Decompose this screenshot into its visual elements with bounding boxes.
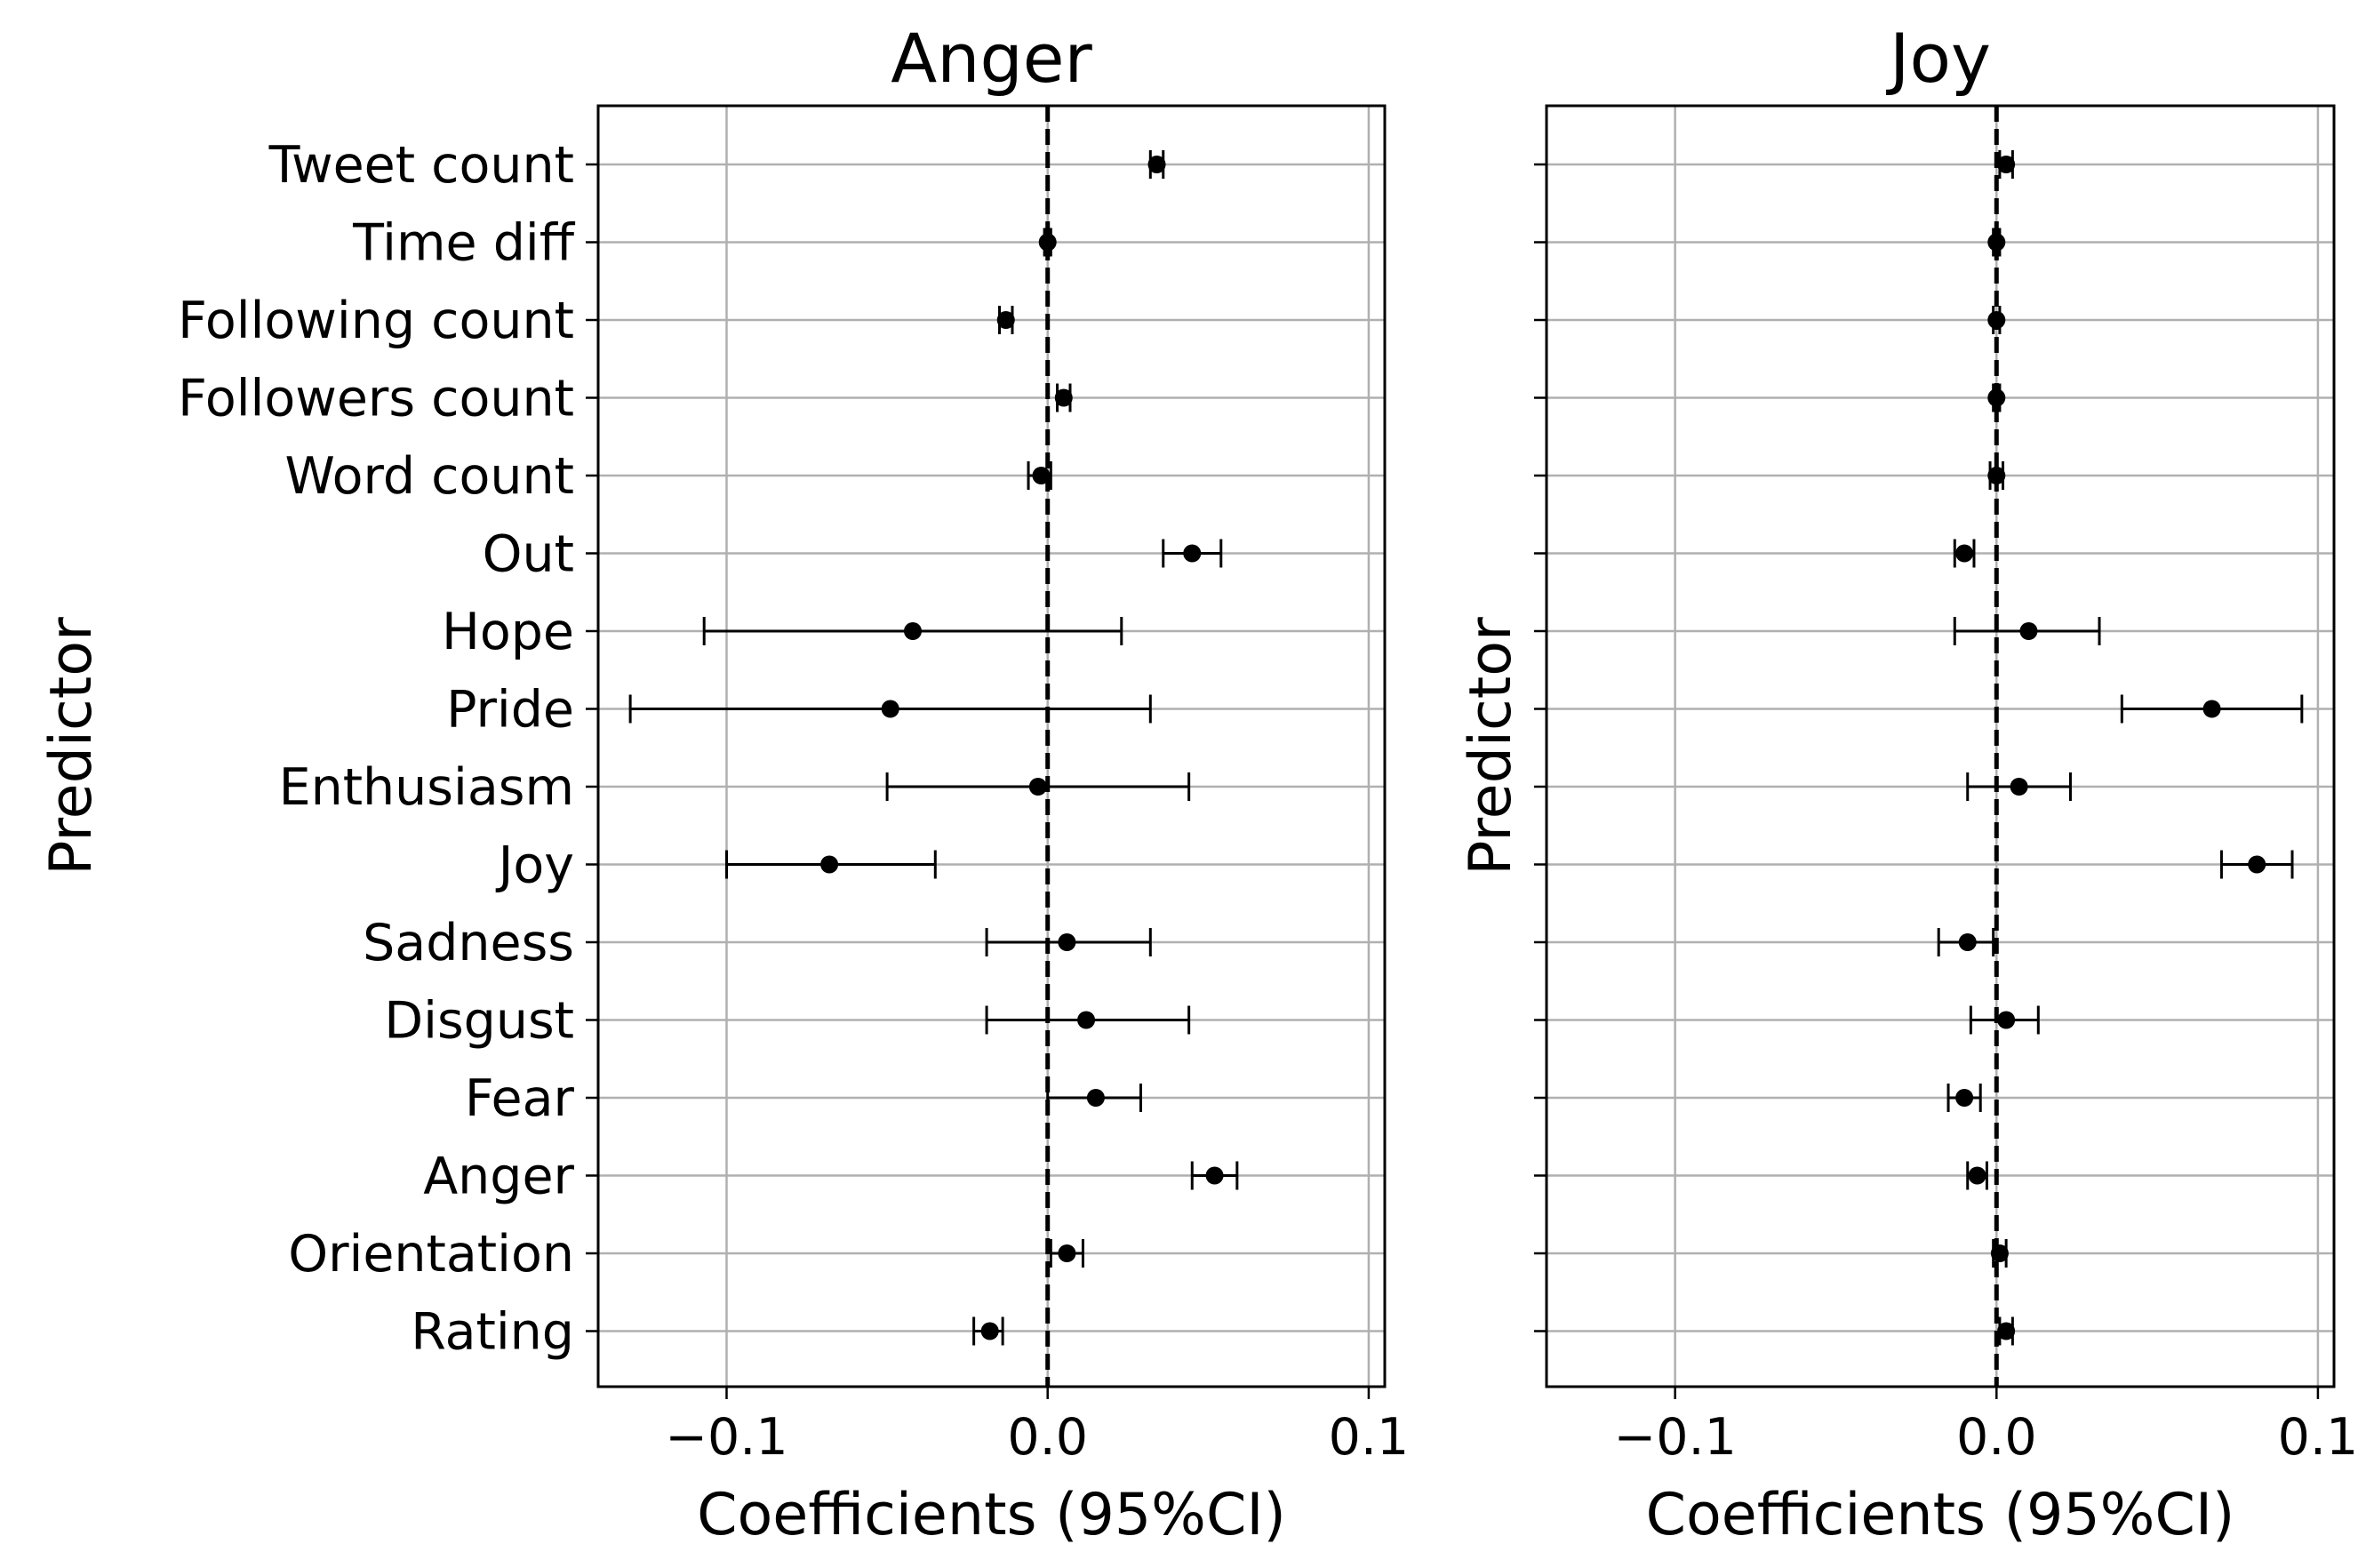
panel-title: Anger — [891, 19, 1092, 98]
y-axis-label: Predictor — [38, 617, 105, 876]
errorbar-pride — [2120, 694, 2304, 724]
errorbar-hope — [1953, 617, 2101, 645]
estimate-point — [1955, 1089, 1974, 1107]
estimate-point — [980, 1322, 999, 1340]
errorbar-enthusiasm — [885, 772, 1191, 801]
y-tick-label: Sadness — [363, 914, 574, 972]
estimate-point — [2010, 778, 2028, 796]
errorbar-hope — [702, 617, 1123, 645]
x-tick-label: 0.1 — [1329, 1408, 1410, 1467]
estimate-point — [1997, 1322, 2016, 1340]
panel-1: −0.1 0.0 0.1 Tweet count Time diff Following … — [38, 19, 1409, 1548]
errorbar-joy — [2219, 850, 2294, 879]
estimate-point — [1058, 933, 1076, 951]
estimate-point — [1958, 933, 1977, 951]
errorbar-tweet-count — [1147, 150, 1166, 179]
estimate-point — [1086, 1089, 1105, 1107]
estimate-point — [1997, 156, 2016, 173]
y-tick-label: Following count — [178, 292, 574, 350]
y-tick-label: Out — [483, 525, 574, 584]
x-tick-label: 0.1 — [2278, 1408, 2359, 1467]
y-tick-label: Followers count — [178, 370, 574, 428]
errorbar-rating — [972, 1316, 1004, 1346]
x-tick-label: −0.1 — [665, 1408, 787, 1467]
errorbar-fear — [1946, 1084, 1982, 1112]
y-axis-label: Predictor — [1458, 617, 1524, 876]
y-tick-label: Word count — [285, 447, 574, 506]
errorbar-tweet-count — [1997, 150, 2016, 179]
y-tick-label: Joy — [496, 836, 574, 895]
estimate-point — [1987, 388, 2006, 407]
estimate-point — [1997, 1011, 2016, 1029]
errorbar-rating — [1997, 1316, 2016, 1346]
x-axis-label: Coefficients (95%CI) — [697, 1482, 1286, 1548]
errorbar-time-diff — [1987, 228, 2006, 257]
errorbar-sadness — [1937, 928, 1995, 956]
errorbar-word-count — [1987, 461, 2006, 490]
errorbar-anger — [1190, 1161, 1239, 1190]
y-tick-label: Tweet count — [268, 136, 574, 195]
panel-title: Joy — [1886, 19, 1991, 98]
errorbar-following-count — [1987, 306, 2006, 334]
y-tick-label: Enthusiasm — [279, 758, 574, 817]
errorbar-sadness — [985, 928, 1152, 956]
estimate-point — [1955, 544, 1974, 563]
errorbar-fear — [1046, 1084, 1142, 1112]
estimate-point — [881, 700, 899, 718]
errorbar-orientation — [1049, 1239, 1084, 1268]
estimate-point — [1147, 156, 1166, 173]
estimate-point — [2248, 855, 2266, 874]
y-tick-label: Disgust — [384, 992, 574, 1051]
estimate-point — [1987, 467, 2006, 484]
estimate-point — [1987, 233, 2006, 252]
estimate-point — [1032, 467, 1051, 484]
estimate-point — [1038, 233, 1057, 252]
estimate-point — [1990, 1244, 2009, 1262]
panel-2: −0.1 0.0 0.1 Joy Coefficients (95%CI) Predict… — [1458, 19, 2358, 1548]
estimate-point — [2202, 700, 2221, 718]
y-tick-label: Anger — [423, 1148, 574, 1206]
y-tick-label: Pride — [446, 681, 574, 740]
estimate-point — [1987, 311, 2006, 329]
x-tick-label: −0.1 — [1613, 1408, 1736, 1467]
estimate-point — [1968, 1166, 1986, 1185]
estimate-point — [1054, 388, 1073, 407]
y-tick-label: Rating — [411, 1303, 574, 1362]
errorbar-disgust — [985, 1005, 1191, 1035]
errorbar-out — [1162, 539, 1223, 568]
errorbar-enthusiasm — [1966, 772, 2072, 801]
errorbar-anger — [1966, 1161, 1988, 1190]
y-tick-label: Hope — [442, 603, 574, 661]
axes-frame — [1545, 104, 2336, 1388]
errorbar-word-count — [1027, 461, 1052, 490]
errorbar-pride — [628, 694, 1152, 724]
y-tick-label: Time diff — [352, 214, 576, 273]
estimate-point — [820, 855, 839, 874]
x-tick-label: 0.0 — [1007, 1408, 1088, 1467]
x-axis-label: Coefficients (95%CI) — [1646, 1482, 2235, 1548]
errorbar-joy — [724, 850, 937, 879]
y-tick-label: Orientation — [288, 1225, 574, 1284]
estimate-point — [2019, 622, 2038, 640]
axes-frame — [596, 104, 1387, 1388]
errorbar-followers-count — [1987, 383, 2006, 412]
estimate-point — [1058, 1244, 1076, 1262]
x-tick-label: 0.0 — [1956, 1408, 2037, 1467]
estimate-point — [1183, 544, 1202, 563]
errorbar-time-diff — [1038, 228, 1057, 257]
estimate-point — [996, 311, 1015, 329]
estimate-point — [1077, 1011, 1096, 1029]
errorbar-disgust — [1969, 1005, 2040, 1035]
errorbar-followers-count — [1054, 383, 1073, 412]
y-tick-label: Fear — [465, 1069, 575, 1128]
estimate-point — [1028, 778, 1047, 796]
estimate-point — [1205, 1166, 1224, 1185]
errorbar-orientation — [1990, 1239, 2009, 1268]
errorbar-following-count — [996, 306, 1015, 334]
errorbar-out — [1953, 539, 1976, 568]
estimate-point — [904, 622, 922, 640]
